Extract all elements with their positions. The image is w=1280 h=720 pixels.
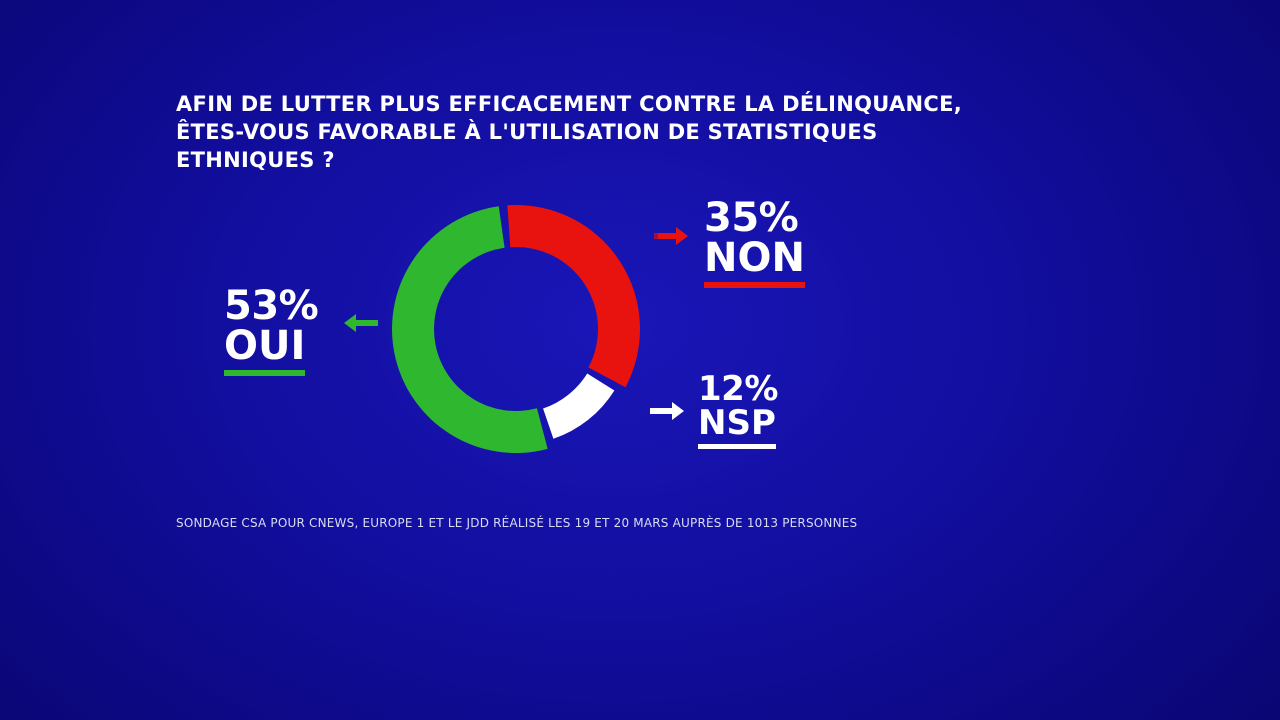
nsp-percent: 12% (698, 369, 778, 409)
nsp-label: 12% NSP (698, 372, 778, 449)
question-title: AFIN DE LUTTER PLUS EFFICACEMENT CONTRE … (176, 90, 1036, 174)
nsp-arrow-icon (650, 402, 684, 420)
nsp-segment (543, 373, 615, 439)
oui-label: 53% OUI (224, 283, 319, 376)
oui-arrow-icon (344, 314, 378, 332)
non-label: 35% NON (704, 198, 805, 288)
non-percent: 35% (704, 195, 799, 241)
oui-word: OUI (224, 326, 306, 376)
question-line-1: AFIN DE LUTTER PLUS EFFICACEMENT CONTRE … (176, 92, 963, 116)
question-line-2: ÊTES-VOUS FAVORABLE À L'UTILISATION DE S… (176, 120, 878, 144)
source-note: SONDAGE CSA POUR CNEWS, EUROPE 1 ET LE J… (176, 516, 858, 530)
non-arrow-icon (654, 227, 688, 245)
nsp-word: NSP (698, 406, 776, 449)
oui-segment (392, 206, 548, 453)
non-word: NON (704, 238, 805, 288)
non-segment (507, 205, 640, 388)
question-line-3: ETHNIQUES ? (176, 148, 335, 172)
oui-percent: 53% (224, 283, 319, 329)
